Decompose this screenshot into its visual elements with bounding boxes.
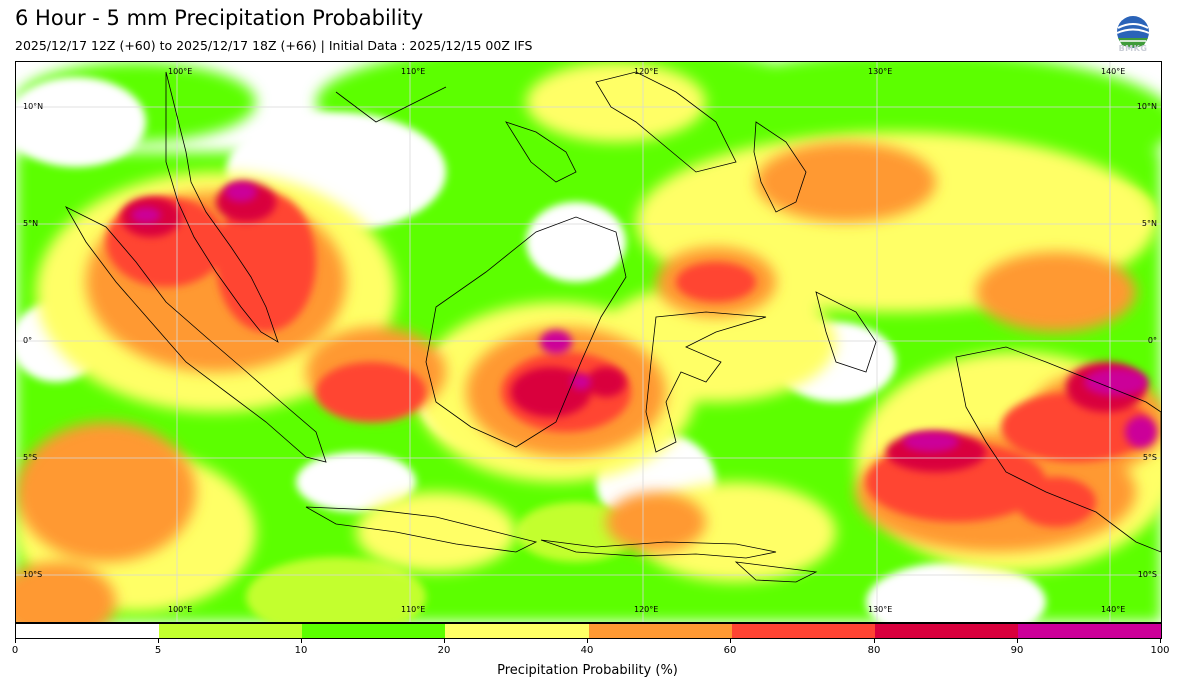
lon-label-top: 130°E	[868, 67, 893, 76]
coastlines	[64, 71, 1161, 583]
colorbar-title: Precipitation Probability (%)	[497, 663, 678, 678]
colorbar-segment	[588, 624, 732, 638]
colorbar-tick-label: 60	[723, 645, 737, 656]
precipitation-map: 100°E 110°E 120°E 130°E 140°E 100°E 110°…	[15, 61, 1162, 623]
lon-label-bottom: 120°E	[634, 605, 659, 614]
lat-label-right: 0°	[1147, 336, 1157, 345]
lon-label-top: 120°E	[634, 67, 659, 76]
colorbar-tick-label: 100	[1150, 645, 1170, 656]
colorbar	[15, 623, 1162, 639]
colorbar-tick-label: 10	[294, 645, 308, 656]
map-canvas	[16, 62, 1161, 622]
lat-label-right: 5°S	[1142, 453, 1157, 462]
bmkg-logo-icon	[1116, 16, 1150, 48]
lat-label-left: 0°	[23, 336, 33, 345]
lon-label-bottom: 110°E	[401, 605, 426, 614]
colorbar-tick-label: 0	[11, 645, 19, 656]
lon-label-top: 100°E	[168, 67, 193, 76]
lat-label-right: 5°N	[1141, 219, 1157, 228]
colorbar-segment	[16, 624, 160, 638]
prob-90-100-field	[131, 182, 1157, 452]
lat-label-left: 5°S	[23, 453, 38, 462]
graticule	[16, 62, 1161, 622]
colorbar-segment	[445, 624, 589, 638]
lat-label-right: 10°N	[1136, 102, 1157, 111]
lat-label-right: 10°S	[1137, 570, 1157, 579]
chart-title: 6 Hour - 5 mm Precipitation Probability	[15, 6, 424, 30]
colorbar-tick-label: 40	[580, 645, 594, 656]
lon-label-bottom: 100°E	[168, 605, 193, 614]
lon-label-bottom: 140°E	[1101, 605, 1126, 614]
logo-text: BMKG	[1118, 44, 1148, 53]
colorbar-segment	[1017, 624, 1161, 638]
colorbar-segment	[159, 624, 303, 638]
chart-subtitle: 2025/12/17 12Z (+60) to 2025/12/17 18Z (…	[15, 38, 533, 53]
lat-label-left: 10°N	[23, 102, 44, 111]
lat-label-left: 5°N	[23, 219, 39, 228]
colorbar-tick-label: 20	[437, 645, 451, 656]
colorbar-tick-label: 90	[1010, 645, 1024, 656]
lon-label-top: 140°E	[1101, 67, 1126, 76]
lon-label-bottom: 130°E	[868, 605, 893, 614]
colorbar-segment	[302, 624, 446, 638]
colorbar-segment	[731, 624, 875, 638]
lat-label-left: 10°S	[23, 570, 43, 579]
colorbar-tick-label: 80	[867, 645, 881, 656]
colorbar-tick-label: 5	[154, 645, 162, 656]
lon-label-top: 110°E	[401, 67, 426, 76]
colorbar-segment	[874, 624, 1018, 638]
